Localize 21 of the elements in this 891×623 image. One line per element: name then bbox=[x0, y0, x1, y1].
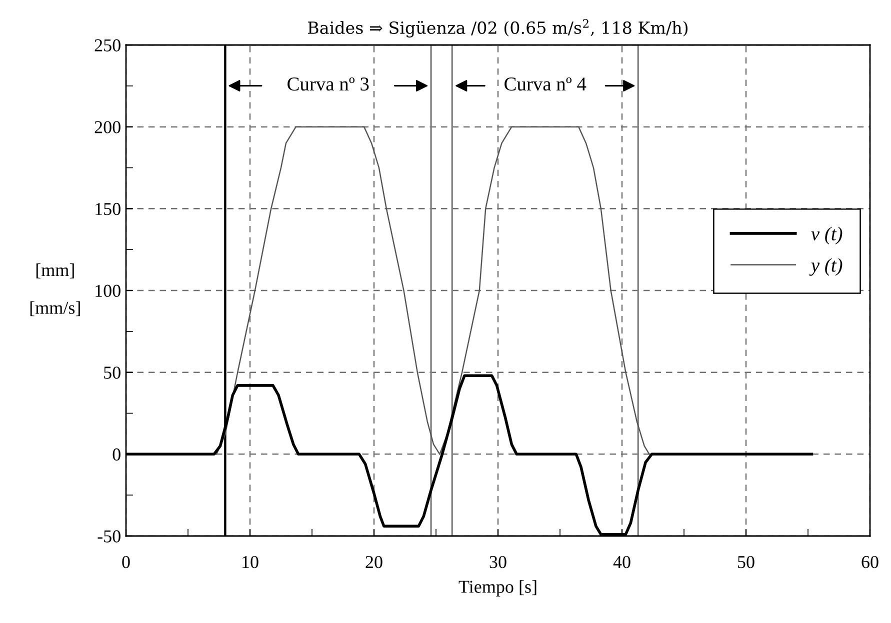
x-tick-label: 0 bbox=[122, 556, 130, 568]
x-tick-label: 10 bbox=[242, 556, 258, 568]
x-tick-label: 30 bbox=[490, 556, 506, 568]
annotation: Curva nº 4 bbox=[504, 78, 586, 91]
text: [mm] [mm/s] bbox=[30, 263, 80, 316]
y-tick-label: 100 bbox=[96, 284, 120, 297]
x-tick-label: 50 bbox=[738, 556, 754, 568]
legend-label: y (t) bbox=[809, 258, 842, 276]
y-tick-label: 250 bbox=[94, 39, 120, 52]
annotation: Curva nº 3 bbox=[288, 78, 369, 91]
x-tick-label: 20 bbox=[366, 556, 382, 568]
x-tick-label: 60 bbox=[862, 556, 878, 568]
legend-label: v (t) bbox=[811, 226, 842, 244]
y-tick-label: 200 bbox=[94, 121, 120, 134]
y-tick-label: 150 bbox=[96, 202, 120, 216]
y-tick-label: -50 bbox=[98, 530, 120, 542]
y-tick-label: 0 bbox=[112, 448, 120, 461]
y-tick-label: 50 bbox=[104, 366, 120, 379]
chart-title: Baides ⇒ Sigüenza /02 (0.65 m/s$^{2}$, 118 Km/h) bbox=[308, 19, 688, 38]
x-axis-title: Tiempo [s] bbox=[458, 580, 536, 597]
x-tick-label: 40 bbox=[613, 556, 630, 568]
